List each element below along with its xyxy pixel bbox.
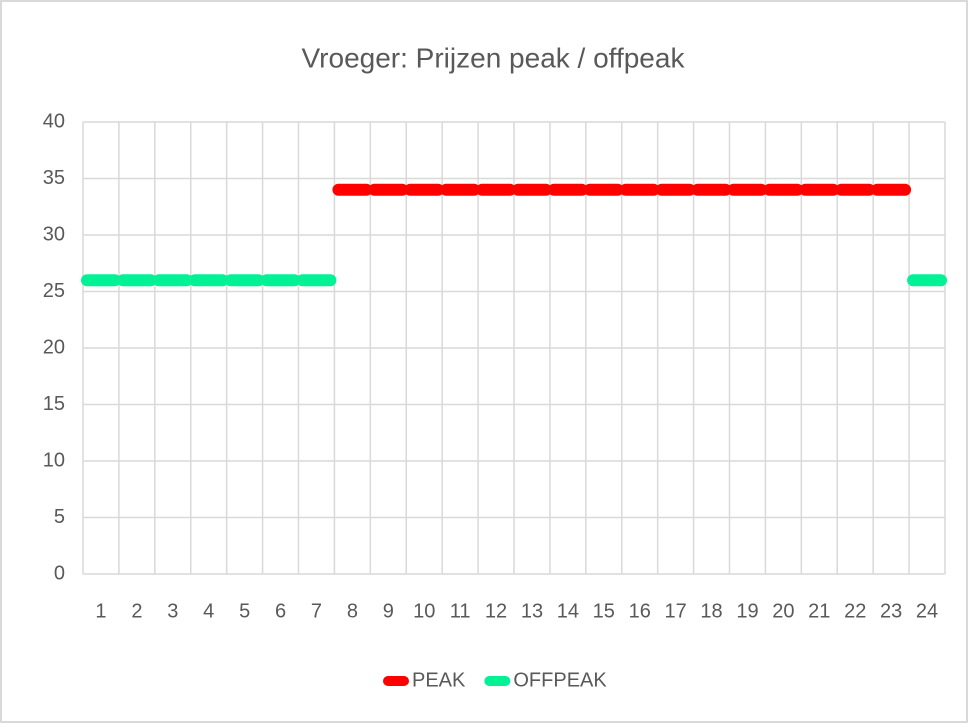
x-tick-label: 2: [131, 600, 142, 622]
x-tick-label: 7: [311, 600, 322, 622]
x-tick-label: 14: [557, 600, 579, 622]
x-tick-label: 3: [167, 600, 178, 622]
x-tick-label: 17: [665, 600, 687, 622]
x-tick-label: 4: [203, 600, 214, 622]
x-tick-label: 16: [629, 600, 651, 622]
x-tick-label: 1: [95, 600, 106, 622]
x-tick-label: 19: [736, 600, 758, 622]
y-tick-label: 35: [43, 167, 65, 189]
y-tick-label: 25: [43, 280, 65, 302]
x-tick-label: 24: [916, 600, 938, 622]
chart-title: Vroeger: Prijzen peak / offpeak: [302, 42, 686, 73]
x-tick-label: 11: [450, 600, 471, 622]
x-tick-label: 15: [593, 600, 615, 622]
x-tick-label: 18: [700, 600, 722, 622]
x-tick-label: 22: [844, 600, 866, 622]
x-tick-label: 23: [880, 600, 902, 622]
x-tick-label: 6: [275, 600, 286, 622]
y-tick-label: 15: [43, 393, 65, 415]
x-tick-label: 13: [521, 600, 543, 622]
y-tick-label: 20: [43, 336, 65, 358]
x-tick-label: 20: [772, 600, 794, 622]
x-tick-label: 21: [808, 600, 830, 622]
x-tick-label: 10: [413, 600, 435, 622]
x-tick-label: 5: [239, 600, 250, 622]
x-tick-label: 12: [485, 600, 507, 622]
legend-label: OFFPEAK: [513, 669, 607, 691]
y-tick-label: 40: [43, 110, 65, 132]
y-tick-label: 5: [54, 506, 65, 528]
x-tick-label: 9: [383, 600, 394, 622]
y-tick-label: 0: [54, 562, 65, 584]
legend-label: PEAK: [412, 669, 466, 691]
y-tick-label: 10: [43, 449, 65, 471]
x-tick-label: 8: [347, 600, 358, 622]
y-tick-label: 30: [43, 223, 65, 245]
